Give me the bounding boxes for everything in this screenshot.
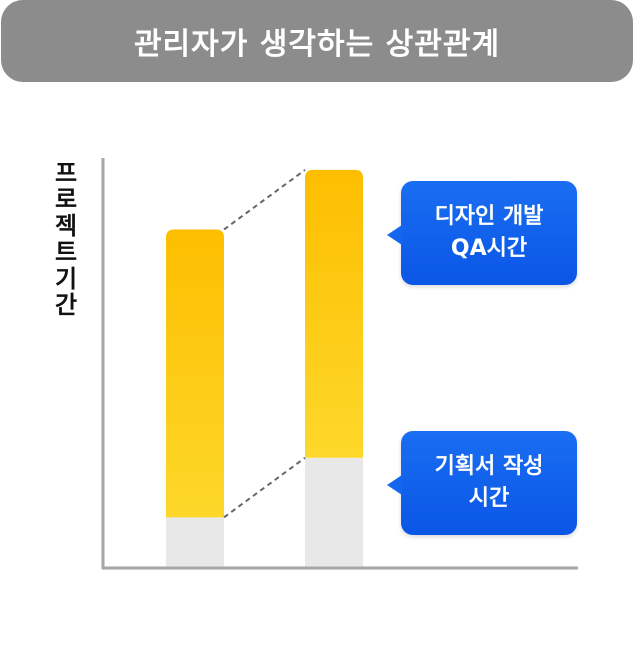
bar-top-segment <box>305 169 363 458</box>
y-axis-label-char: 젝 <box>54 211 78 240</box>
y-axis-label-char: 기 <box>54 264 78 293</box>
y-axis-label-char: 간 <box>54 290 78 319</box>
callout-text-line: 기획서 작성 <box>434 454 544 480</box>
chart-title: 관리자가 생각하는 상관관계 <box>133 27 501 62</box>
title-banner: 관리자가 생각하는 상관관계 <box>1 0 633 82</box>
y-axis-label-char: 로 <box>54 185 78 214</box>
bar-top-segment <box>166 229 224 518</box>
bar-bottom-segment <box>305 457 363 567</box>
callout-planning-doc: 기획서 작성 시간 <box>387 431 577 535</box>
callout-text-line: QA시간 <box>450 236 528 261</box>
callout-text-line: 디자인 개발 <box>434 204 544 230</box>
bar-bottom-segment <box>166 517 224 567</box>
callout-text-line: 시간 <box>468 486 510 511</box>
connector-line-top <box>223 169 306 231</box>
y-axis-label-char: 프 <box>54 159 78 187</box>
callout-design-dev-qa: 디자인 개발 QA시간 <box>387 181 577 285</box>
y-axis-label-char: 트 <box>54 238 78 267</box>
connector-line-bottom <box>223 456 306 519</box>
